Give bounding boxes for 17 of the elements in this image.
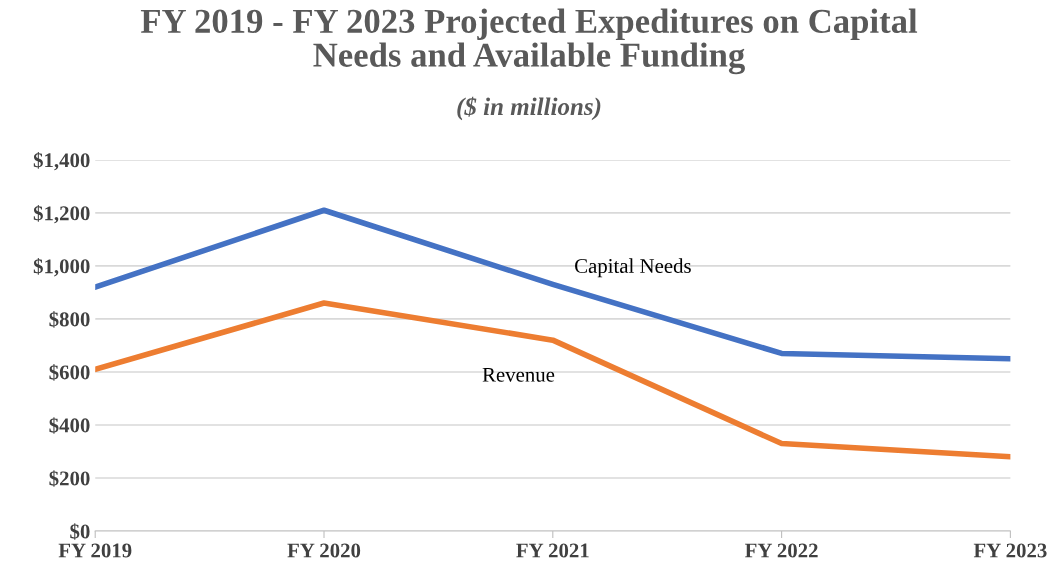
y-tick-label: $1,000 [33,258,90,277]
x-tick-label: FY 2021 [516,543,589,558]
y-tick-label: $800 [49,311,90,328]
x-tick-label: FY 2023 [973,543,1047,558]
y-tick-label: $600 [49,364,90,381]
y-tick-label: $1,200 [33,205,90,224]
y-tick-label: $0 [70,523,90,540]
x-tick-label: FY 2020 [287,543,361,558]
y-tick-label: $400 [49,417,90,434]
y-tick-label: $1,400 [33,152,90,171]
series-label: Capital Needs [575,258,691,278]
y-tick-label: $200 [49,470,90,487]
x-tick-label: FY 2019 [58,543,132,558]
chart-title: FY 2019 - FY 2023 Projected Expeditures on Capital Needs and Available Funding [140,8,918,75]
chart-subtitle: ($ in millions) [457,96,601,121]
series-label: Revenue [482,367,555,382]
x-tick-label: FY 2022 [745,543,818,558]
